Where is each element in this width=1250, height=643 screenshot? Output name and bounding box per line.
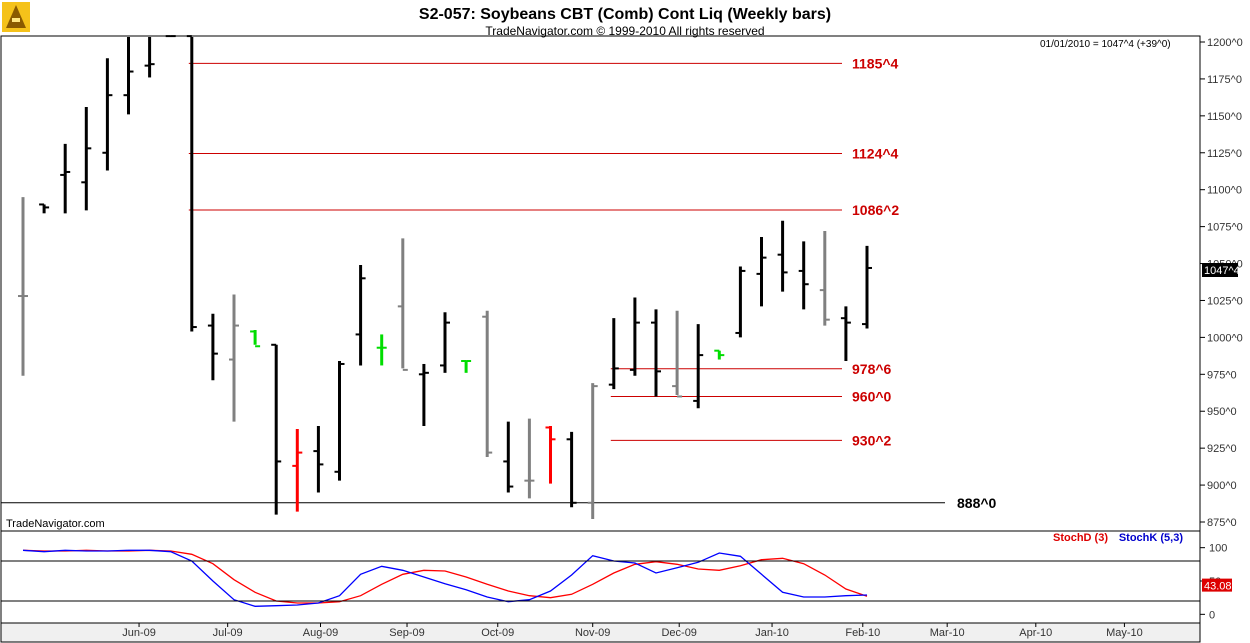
ohlc-bar xyxy=(651,309,661,397)
ohlc-bar xyxy=(229,294,239,422)
chart-title: S2-057: Soybeans CBT (Comb) Cont Liq (We… xyxy=(419,6,831,23)
ohlc-bar xyxy=(102,58,113,171)
ohlc-bar xyxy=(397,238,408,371)
level-label: 960^0 xyxy=(852,388,892,404)
x-tick-label: Dec-09 xyxy=(661,627,696,639)
x-tick-label: May-10 xyxy=(1106,627,1143,639)
watermark-text: TradeNavigator.com xyxy=(6,518,105,530)
ohlc-bar xyxy=(81,106,92,211)
y-tick-label: 1175^0 xyxy=(1207,74,1242,86)
last-price-box xyxy=(1202,263,1238,277)
ohlc-bar xyxy=(355,265,366,366)
ohlc-bar xyxy=(418,363,429,426)
ohlc-bar xyxy=(482,310,493,458)
x-tick-label: Jul-09 xyxy=(213,627,243,639)
ohlc-bar xyxy=(123,37,134,115)
ohlc-bar xyxy=(798,241,809,310)
ohlc-bar xyxy=(60,143,71,214)
ohlc-bar xyxy=(39,203,50,214)
ohlc-bar xyxy=(250,330,261,348)
ohlc-bar xyxy=(862,245,872,329)
x-tick-label: Sep-09 xyxy=(389,627,424,639)
ohlc-bar xyxy=(207,313,218,381)
price-bars xyxy=(18,35,872,520)
ohlc-bar xyxy=(503,421,514,493)
ohlc-bar xyxy=(165,35,176,38)
ohlc-bar xyxy=(819,231,830,326)
legend-stochd: StochD (3) xyxy=(1053,532,1108,544)
ohlc-bar xyxy=(566,431,577,508)
ohlc-bar xyxy=(376,334,387,366)
ohlc-bar xyxy=(313,426,324,493)
y-tick-label: 900^0 xyxy=(1207,480,1237,492)
x-tick-label: Jun-09 xyxy=(122,627,156,639)
ohlc-bar xyxy=(461,360,472,373)
ohlc-bar xyxy=(18,197,28,376)
level-label: 1185^4 xyxy=(852,55,899,71)
ohlc-bar xyxy=(840,306,851,362)
level-label: 888^0 xyxy=(957,495,997,511)
x-axis: Jun-09 Jul-09 Aug-09 Sep-09 Oct-09 Nov-09 Dec-… xyxy=(122,623,1143,639)
ohlc-bar xyxy=(524,418,535,499)
x-tick-label: Apr-10 xyxy=(1019,627,1052,639)
y-tick-label: 1000^0 xyxy=(1207,332,1243,344)
level-label: 930^2 xyxy=(852,432,892,448)
ohlc-bar xyxy=(144,37,155,78)
y-axis: 1200^01175^01150^01125^01100^01075^01050… xyxy=(1200,37,1243,529)
y-tick-label: 1025^0 xyxy=(1207,295,1243,307)
level-label: 1086^2 xyxy=(852,202,899,218)
ohlc-bar xyxy=(693,324,704,409)
y-tick-label: 975^0 xyxy=(1207,369,1237,381)
stoch-series-line xyxy=(22,549,868,607)
ohlc-bar xyxy=(545,426,556,484)
ohlc-bar xyxy=(186,35,197,332)
logo-icon xyxy=(2,2,30,32)
ohlc-bar xyxy=(608,318,619,390)
ohlc-bar xyxy=(756,236,767,307)
level-label: 978^6 xyxy=(852,361,892,377)
ohlc-bar xyxy=(672,310,683,398)
stoch-last-box xyxy=(1202,578,1232,592)
y-tick-label: 1125^0 xyxy=(1207,148,1242,160)
y-tick-label: 1100^0 xyxy=(1207,185,1242,197)
level-lines: 1185^4 1124^4 1086^2 978^6 960^0 930^2 888^0 xyxy=(1,55,997,511)
ohlc-bar xyxy=(735,266,746,338)
last-price-label: 1047^4 xyxy=(1204,265,1240,277)
ohlc-bar xyxy=(292,428,303,512)
legend-stochk: StochK (5,3) xyxy=(1119,532,1184,544)
stoch-tick-label: 100 xyxy=(1209,543,1227,555)
y-tick-label: 1150^0 xyxy=(1207,111,1242,123)
x-tick-label: Oct-09 xyxy=(481,627,514,639)
x-tick-label: Feb-10 xyxy=(845,627,880,639)
y-tick-label: 950^0 xyxy=(1207,406,1237,418)
x-tick-label: Jan-10 xyxy=(755,627,789,639)
stoch-lines xyxy=(22,549,868,607)
y-tick-label: 1075^0 xyxy=(1207,222,1243,234)
x-axis-strip xyxy=(0,622,1201,643)
stoch-tick-label: 0 xyxy=(1209,609,1215,621)
ohlc-bar xyxy=(271,343,282,515)
level-label: 1124^4 xyxy=(852,146,899,162)
ohlc-bar xyxy=(440,312,450,373)
ohlc-bar xyxy=(334,361,345,481)
y-tick-label: 1200^0 xyxy=(1207,37,1243,49)
ohlc-bar xyxy=(587,383,598,520)
chart-subtitle: TradeNavigator.com © 1999-2010 All right… xyxy=(485,24,764,38)
stoch-last-label: 43.08 xyxy=(1204,581,1232,593)
x-tick-label: Aug-09 xyxy=(303,627,338,639)
y-tick-label: 875^0 xyxy=(1207,517,1237,529)
info-readout: 01/01/2010 = 1047^4 (+39^0) xyxy=(1040,39,1171,50)
ohlc-bar xyxy=(714,349,725,360)
x-tick-label: Mar-10 xyxy=(930,627,965,639)
ohlc-bar xyxy=(777,220,788,292)
ohlc-bar xyxy=(629,297,640,376)
y-tick-label: 925^0 xyxy=(1207,443,1237,455)
x-tick-label: Nov-09 xyxy=(575,627,610,639)
